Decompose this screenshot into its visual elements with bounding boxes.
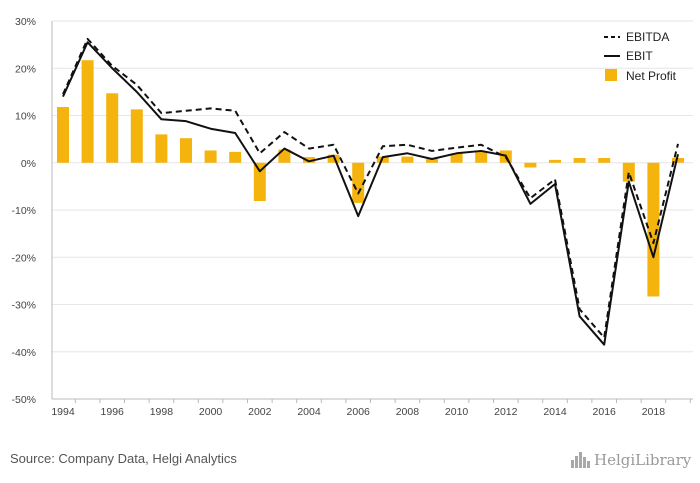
- net-profit-bar: [622, 162, 635, 182]
- y-tick-label: -10%: [11, 205, 36, 217]
- x-tick-label: 2000: [199, 406, 223, 418]
- legend-net-profit-swatch: [605, 69, 617, 81]
- x-tick-label: 1996: [101, 406, 125, 418]
- x-tick-label: 2012: [494, 406, 518, 418]
- legend-net-profit-label: Net Profit: [626, 69, 677, 83]
- net-profit-bar: [598, 158, 611, 163]
- gridlines: [52, 20, 693, 353]
- net-profit-bar: [327, 154, 340, 163]
- x-tick-label: 1994: [51, 406, 75, 418]
- net-profit-bar: [155, 134, 168, 163]
- helgilibrary-logo: HelgiLibrary: [571, 451, 692, 469]
- net-profit-bar: [106, 93, 119, 163]
- net-profit-bar: [253, 162, 266, 202]
- legend-ebitda-label: EBITDA: [626, 30, 669, 44]
- y-tick-label: -50%: [11, 394, 36, 406]
- brand-name: HelgiLibrary: [594, 451, 692, 469]
- net-profit-bar: [352, 162, 365, 203]
- axes: 30% 20% 10% 0% -10% -20% -30% -40% -50% 1994 1996 1…: [11, 16, 693, 418]
- net-profit-bar: [57, 106, 69, 163]
- x-tick-label: 2006: [347, 406, 371, 418]
- net-profit-bar: [573, 158, 586, 163]
- net-profit-bar: [81, 60, 94, 163]
- net-profit-bar: [278, 149, 291, 163]
- x-tick-label: 2010: [445, 406, 469, 418]
- y-tick-label: -30%: [11, 300, 36, 312]
- x-tick-label: 2002: [248, 406, 272, 418]
- line-series: [62, 37, 679, 346]
- y-tick-label: 0%: [21, 158, 36, 170]
- net-profit-bar: [303, 157, 315, 163]
- x-tick-label: 2014: [543, 406, 567, 418]
- net-profit-bar: [229, 151, 242, 163]
- net-profit-bar: [204, 150, 217, 163]
- y-tick-label: 20%: [15, 63, 36, 75]
- net-profit-bar: [647, 162, 660, 297]
- net-profit-bars: [57, 60, 684, 297]
- x-tick-label: 2018: [642, 406, 666, 418]
- y-tick-label: -20%: [11, 252, 36, 264]
- net-profit-bar: [401, 156, 414, 163]
- source-note: Source: Company Data, Helgi Analytics: [10, 451, 237, 466]
- bar-chart-logo-icon: [571, 452, 590, 468]
- y-tick-label: 10%: [15, 111, 36, 123]
- net-profit-bar: [180, 138, 192, 163]
- legend: EBITDA EBIT Net Profit: [604, 30, 677, 83]
- net-profit-bar: [426, 158, 438, 163]
- net-profit-bar: [475, 151, 488, 163]
- x-tick-label: 2004: [297, 406, 321, 418]
- net-profit-bar: [549, 159, 561, 163]
- x-tick-label: 2016: [593, 406, 617, 418]
- net-profit-bar: [130, 109, 143, 163]
- net-profit-bar: [672, 158, 684, 163]
- net-profit-bar: [524, 162, 537, 168]
- y-tick-label: -40%: [11, 347, 36, 359]
- x-tick-label: 2008: [396, 406, 420, 418]
- x-tick-label: 1998: [150, 406, 174, 418]
- y-tick-label: 30%: [15, 16, 36, 28]
- net-profit-bar: [450, 153, 463, 163]
- legend-ebit-label: EBIT: [626, 49, 653, 63]
- ebit-line: [62, 41, 679, 346]
